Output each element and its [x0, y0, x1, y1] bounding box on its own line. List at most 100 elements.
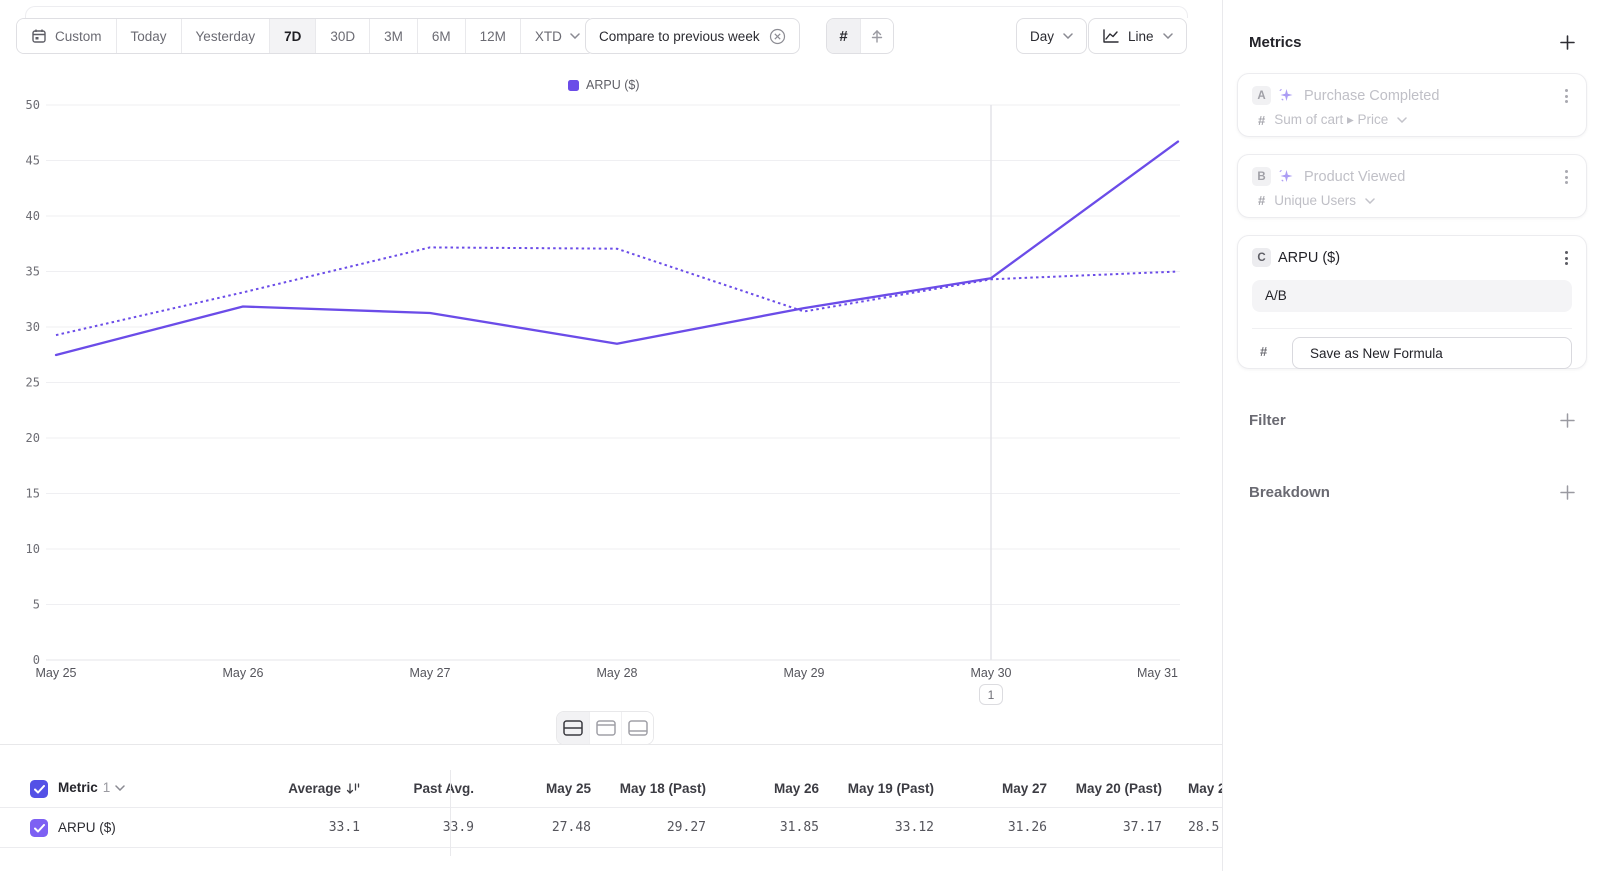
col-header-average[interactable]: Average [288, 781, 360, 796]
sort-descending-icon [346, 782, 360, 795]
metric-title-a[interactable]: Purchase Completed [1304, 88, 1440, 104]
hash-icon: # [1258, 193, 1266, 208]
col-header-may27: May 27 [1001, 781, 1047, 796]
svg-text:May 29: May 29 [784, 666, 825, 680]
card-divider [1252, 328, 1572, 329]
formula-input[interactable]: A/B [1252, 280, 1572, 312]
date-range-picker: Custom Today Yesterday 7D 30D 3M 6M 12M … [16, 18, 595, 54]
svg-text:30: 30 [26, 320, 40, 334]
svg-text:20: 20 [26, 431, 40, 445]
line-chart-icon [1102, 28, 1119, 44]
metric-badge-c: C [1252, 248, 1271, 267]
annotation-badge[interactable]: 1 [979, 684, 1003, 705]
metric-b-measure-dropdown[interactable]: # Unique Users [1258, 193, 1375, 208]
svg-text:5: 5 [33, 598, 40, 612]
arpu-line-chart: 0 5 10 15 20 25 30 35 40 45 50 May 25 May 26 May 27 Ma… [26, 98, 1180, 680]
metric-card-c[interactable]: C ARPU ($) A/B # Save as New Formula [1237, 235, 1587, 369]
metric-card-b[interactable]: B Product Viewed # Unique Users [1237, 154, 1587, 218]
add-filter-button[interactable] [1556, 409, 1578, 431]
legend-label: ARPU ($) [586, 78, 640, 92]
table-only-toggle[interactable] [621, 712, 653, 744]
chart-only-toggle[interactable] [589, 712, 621, 744]
metric-row-label: ARPU ($) [58, 820, 116, 835]
chevron-down-icon [1365, 197, 1375, 204]
compare-label: Compare to previous week [599, 28, 760, 44]
bottom-bar-layout-icon [627, 720, 648, 736]
range-custom-button[interactable]: Custom [17, 19, 116, 53]
range-7d-button[interactable]: 7D [269, 19, 316, 53]
metric-b-menu-icon[interactable] [1563, 168, 1570, 186]
svg-text:25: 25 [26, 376, 40, 390]
svg-text:0: 0 [33, 653, 40, 667]
col-header-may25: May 25 [545, 781, 591, 796]
range-custom-label: Custom [55, 28, 102, 44]
metric-badge-b: B [1252, 167, 1271, 186]
range-30d-button[interactable]: 30D [315, 19, 370, 53]
col-header-clipped: May 2 [1188, 781, 1222, 796]
range-yesterday-button[interactable]: Yesterday [180, 19, 270, 53]
chevron-down-icon [1397, 117, 1408, 123]
hash-icon: # [1260, 344, 1268, 359]
metric-card-a[interactable]: A Purchase Completed # Sum of cart ▸ Pri… [1237, 73, 1587, 137]
cell-may26: 31.85 [779, 820, 819, 835]
cell-may25: 27.48 [551, 820, 591, 835]
cell-may19-past: 33.12 [894, 820, 934, 835]
svg-text:45: 45 [26, 154, 40, 168]
metric-row-checkbox[interactable] [30, 819, 48, 837]
remove-compare-icon[interactable] [769, 28, 786, 45]
range-12m-button[interactable]: 12M [464, 19, 520, 53]
save-as-new-formula-button[interactable]: Save as New Formula [1292, 337, 1572, 369]
table-row: ARPU ($) 33.1 33.9 27.48 29.27 31.85 33.… [0, 809, 1222, 848]
chevron-down-icon [1063, 33, 1073, 39]
granularity-dropdown[interactable]: Day [1016, 18, 1088, 54]
layout-toggle-group [556, 711, 654, 745]
top-bar-layout-icon [595, 720, 616, 736]
svg-text:35: 35 [26, 265, 40, 279]
chart-legend: ARPU ($) [568, 78, 639, 92]
svg-text:May 26: May 26 [223, 666, 264, 680]
range-today-button[interactable]: Today [115, 19, 181, 53]
event-sparkle-icon [1278, 87, 1294, 103]
card-top-edge [25, 6, 1188, 18]
metrics-section-title: Metrics [1249, 34, 1302, 51]
cell-may18-past: 29.27 [666, 820, 706, 835]
metric-title-c[interactable]: ARPU ($) [1278, 250, 1341, 266]
metric-title-b[interactable]: Product Viewed [1304, 169, 1406, 185]
display-mode-toggle: # [826, 18, 894, 54]
range-3m-button[interactable]: 3M [369, 19, 417, 53]
col-header-may20-past: May 20 (Past) [1075, 781, 1162, 796]
svg-text:May 31: May 31 [1137, 666, 1178, 680]
table-column-divider [450, 770, 451, 856]
range-6m-button[interactable]: 6M [416, 19, 465, 53]
table-header-row: Metric 1 Average Past Avg. May 25 May 18… [0, 770, 1222, 808]
query-panel: Metrics A Purchase Completed # Sum of ca… [1222, 0, 1600, 871]
col-header-past-avg: Past Avg. [413, 781, 474, 796]
arrow-up-bar-icon [869, 28, 885, 44]
metric-a-measure-dropdown[interactable]: # Sum of cart ▸ Price [1258, 112, 1408, 128]
select-all-checkbox[interactable] [30, 780, 48, 798]
show-values-toggle[interactable]: # [827, 19, 860, 53]
col-header-may19-past: May 19 (Past) [847, 781, 934, 796]
split-horizontal-icon [563, 720, 583, 736]
svg-text:10: 10 [26, 542, 40, 556]
col-header-may18-past: May 18 (Past) [619, 781, 706, 796]
add-breakdown-button[interactable] [1556, 481, 1578, 503]
add-metric-button[interactable] [1556, 31, 1578, 53]
metric-badge-a: A [1252, 86, 1271, 105]
compare-chip[interactable]: Compare to previous week [585, 18, 800, 54]
hash-icon: # [1258, 112, 1266, 128]
cell-average: 33.1 [328, 820, 360, 835]
range-xtd-dropdown[interactable]: XTD [519, 19, 594, 53]
split-view-toggle[interactable] [557, 712, 589, 744]
annotations-toggle[interactable] [860, 19, 893, 53]
metric-c-menu-icon[interactable] [1563, 249, 1570, 267]
svg-text:May 30: May 30 [971, 666, 1012, 680]
chart-type-dropdown[interactable]: Line [1088, 18, 1187, 54]
metric-dropdown[interactable]: Metric 1 [58, 780, 126, 795]
metric-a-menu-icon[interactable] [1563, 87, 1570, 105]
cell-past-avg: 33.9 [442, 820, 474, 835]
cell-may20-past: 37.17 [1122, 820, 1162, 835]
svg-text:May 25: May 25 [36, 666, 77, 680]
legend-swatch [568, 79, 579, 91]
chart-toolbar: Custom Today Yesterday 7D 30D 3M 6M 12M … [0, 18, 1222, 54]
